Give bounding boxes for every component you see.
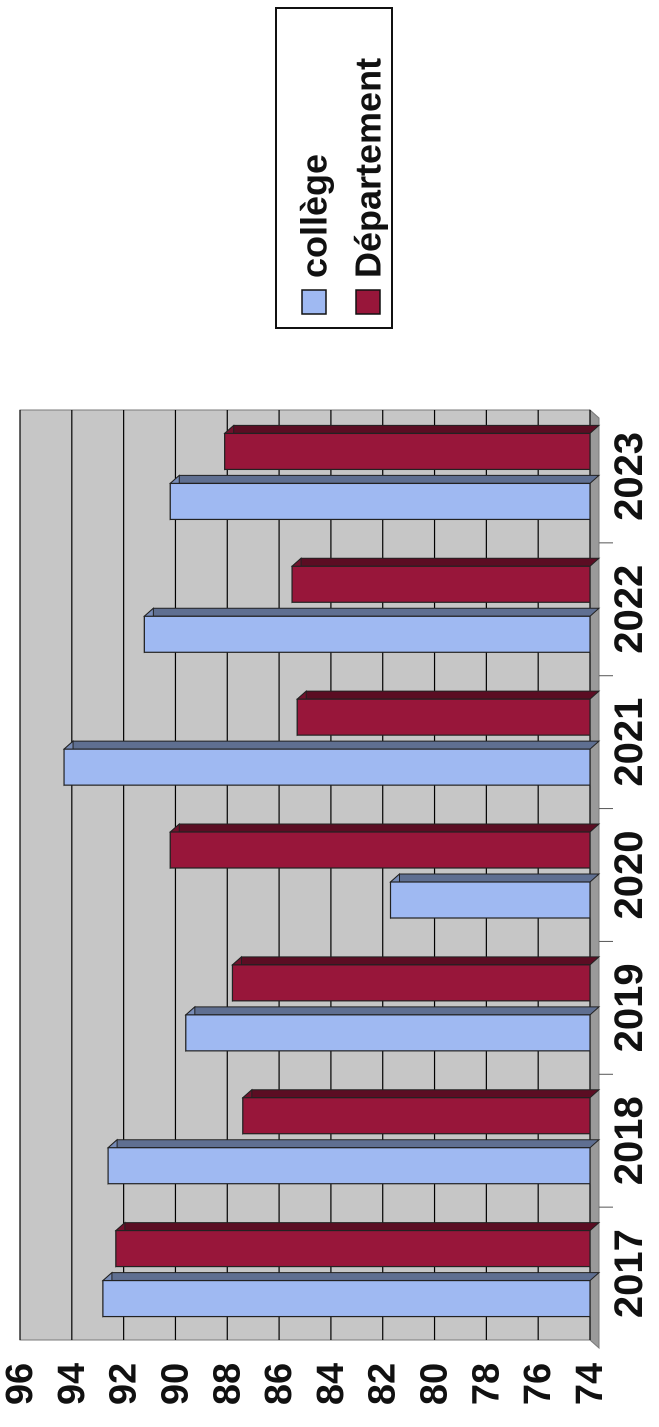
category-label-2019: 2019 [607, 963, 651, 1052]
plot [19, 408, 601, 1350]
value-tick-label-88: 88 [206, 1363, 248, 1405]
bar-collège-2019 [184, 1005, 601, 1052]
legend-label-0: collège [294, 154, 335, 278]
bar-collège-2018 [106, 1138, 601, 1185]
value-tick-label-86: 86 [258, 1363, 300, 1405]
bar-collège-2021 [62, 740, 601, 787]
legend-box [275, 7, 393, 329]
category-label-2023: 2023 [607, 432, 651, 521]
value-tick-label-80: 80 [414, 1363, 456, 1405]
bar-département-2019 [231, 955, 601, 1002]
bar-département-2022 [290, 557, 601, 604]
bar-collège-2020 [389, 872, 601, 920]
bar-département-2021 [295, 690, 601, 737]
legend-swatch-0 [301, 289, 327, 315]
legend-label-1: Département [348, 58, 389, 278]
value-tick-label-94: 94 [51, 1363, 93, 1405]
value-tick-label-78: 78 [465, 1363, 507, 1405]
bar-département-2020 [168, 822, 601, 870]
bar-département-2023 [223, 424, 601, 471]
category-label-2020: 2020 [607, 831, 651, 920]
category-label-2022: 2022 [607, 565, 651, 654]
category-label-2018: 2018 [607, 1096, 651, 1185]
value-tick-label-76: 76 [517, 1363, 559, 1405]
category-axis: 2017 2018 2019 2020 2021 2022 2023 [599, 432, 651, 1318]
value-tick-label-90: 90 [154, 1363, 196, 1405]
value-tick-label-82: 82 [362, 1363, 404, 1405]
category-label-2017: 2017 [607, 1229, 651, 1318]
bar-département-2017 [114, 1221, 601, 1268]
value-tick-label-92: 92 [103, 1363, 145, 1405]
value-tick-label-96: 96 [0, 1363, 41, 1405]
bar-collège-2017 [101, 1271, 601, 1318]
bar-département-2018 [241, 1088, 601, 1135]
bar-collège-2022 [143, 607, 601, 654]
legend: collège Département [275, 7, 393, 329]
bar-collège-2023 [168, 474, 601, 521]
category-label-2021: 2021 [607, 698, 651, 787]
legend-swatch-1 [355, 289, 381, 315]
value-tick-label-74: 74 [569, 1363, 611, 1405]
value-tick-label-84: 84 [310, 1363, 352, 1405]
